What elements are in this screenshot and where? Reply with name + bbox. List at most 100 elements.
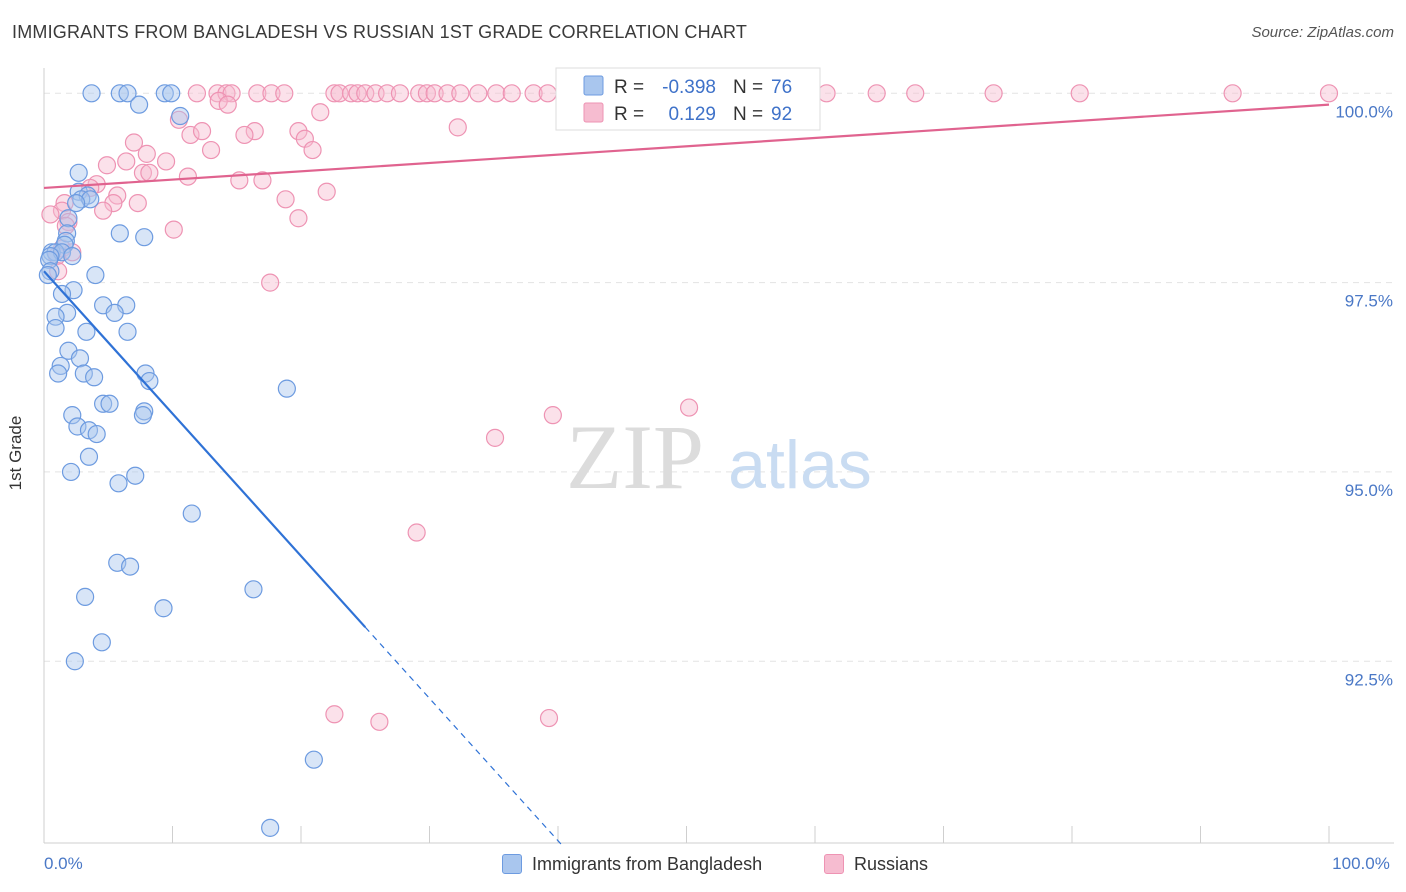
blue-point-63: [76, 587, 95, 606]
blue-point-55: [79, 447, 99, 466]
pink-point-47: [192, 122, 212, 141]
pink-point-4: [248, 84, 267, 103]
stats-r-label-blue: R =: [614, 77, 644, 98]
pink-point-20: [469, 84, 488, 103]
pink-point-74: [289, 209, 308, 228]
pink-point-18: [438, 84, 457, 103]
blue-point-29: [52, 284, 72, 304]
y-tick-label-1: 97.5%: [1345, 292, 1393, 311]
tick-labels: 100.0% 97.5% 95.0% 92.5% 0.0% 100.0%: [44, 102, 1393, 873]
blue-point-12: [67, 193, 86, 213]
blue-point-1: [110, 84, 129, 103]
blue-point-2: [118, 84, 137, 103]
watermark-zip: ZIP: [566, 406, 704, 508]
blue-point-52: [68, 417, 87, 436]
stats-n-label-pink: N =: [733, 104, 763, 125]
pink-point-57: [97, 156, 117, 175]
stats-r-value-pink: 0.129: [668, 104, 716, 125]
pink-point-85: [485, 428, 505, 447]
pink-point-16: [417, 84, 437, 103]
pink-point-24: [538, 84, 557, 103]
blue-point-39: [70, 349, 90, 368]
blue-trend-line-extension: [364, 626, 563, 846]
pink-point-89: [539, 708, 559, 728]
pink-point-88: [370, 712, 389, 731]
pink-point-67: [276, 190, 295, 209]
pink-point-42: [311, 103, 330, 122]
blue-point-14: [58, 224, 77, 243]
pink-point-77: [164, 220, 183, 239]
pink-point-45: [245, 122, 264, 141]
axes: [43, 68, 1394, 844]
blue-trend-line: [43, 270, 367, 628]
stats-n-value-blue: 76: [771, 77, 792, 98]
pink-point-68: [128, 193, 147, 213]
pink-point-9: [342, 84, 361, 103]
pink-point-62: [253, 171, 272, 190]
watermark: ZIP atlas: [566, 406, 872, 508]
pink-point-56: [117, 152, 136, 171]
blue-point-51: [63, 406, 82, 425]
blue-point-33: [58, 303, 77, 323]
y-tick-label-0: 100.0%: [1335, 102, 1393, 121]
pink-point-48: [289, 122, 308, 141]
pink-point-66: [317, 182, 336, 201]
blue-point-61: [120, 557, 140, 576]
pink-point-10: [348, 84, 367, 103]
pink-point-36: [984, 84, 1003, 103]
pink-point-55: [156, 152, 176, 171]
pink-trend-line: [43, 103, 1330, 190]
pink-point-37: [1070, 84, 1089, 103]
blue-point-11: [81, 190, 100, 209]
pink-point-53: [137, 144, 156, 163]
blue-point-16: [135, 228, 154, 247]
blue-point-3: [155, 84, 174, 103]
pink-point-72: [52, 201, 72, 220]
pink-point-34: [867, 84, 886, 103]
pink-point-11: [356, 84, 375, 103]
pink-point-0: [187, 84, 207, 103]
blue-point-59: [182, 504, 201, 523]
blue-point-68: [261, 818, 280, 837]
blue-point-50: [133, 406, 153, 425]
y-tick-label-3: 92.5%: [1345, 670, 1393, 689]
pink-point-21: [487, 84, 506, 103]
pink-point-73: [41, 205, 60, 224]
blue-point-32: [105, 303, 124, 323]
blue-point-27: [86, 265, 105, 285]
chart-title: IMMIGRANTS FROM BANGLADESH VS RUSSIAN 1S…: [12, 22, 748, 42]
blue-point-66: [65, 652, 84, 671]
blue-point-57: [126, 466, 145, 485]
blue-point-13: [59, 209, 78, 228]
x-tick-label-1: 100.0%: [1332, 854, 1390, 873]
stats-r-label-pink: R =: [614, 104, 644, 125]
legend-label-russians: Russians: [854, 853, 929, 874]
pink-point-13: [377, 84, 397, 103]
blue-point-15: [110, 224, 129, 243]
legend-swatch-russians: [824, 854, 844, 874]
pink-point-6: [275, 84, 294, 103]
blue-point-0: [82, 84, 101, 103]
stats-r-value-blue: -0.398: [662, 77, 716, 98]
blue-point-28: [64, 281, 83, 300]
pink-point-54: [303, 140, 322, 160]
pink-point-41: [218, 95, 237, 114]
russians-points: [41, 84, 1339, 731]
pink-point-50: [235, 125, 254, 145]
blue-point-36: [77, 322, 96, 341]
blue-point-37: [118, 322, 137, 341]
pink-point-46: [181, 125, 200, 145]
blue-point-42: [74, 364, 93, 383]
blue-point-43: [85, 368, 104, 387]
trend-lines: [43, 103, 1330, 846]
y-tick-label-2: 95.0%: [1345, 481, 1393, 500]
pink-point-59: [140, 163, 159, 182]
blue-point-67: [304, 750, 323, 769]
blue-point-48: [100, 394, 119, 413]
blue-point-35: [46, 318, 65, 338]
stats-legend: R = -0.398 N = 76 R = 0.129 N = 92: [555, 67, 821, 131]
blue-point-58: [109, 474, 128, 493]
pink-point-15: [410, 84, 429, 103]
pink-point-22: [502, 84, 521, 103]
legend-swatch-bangladesh: [502, 854, 522, 874]
